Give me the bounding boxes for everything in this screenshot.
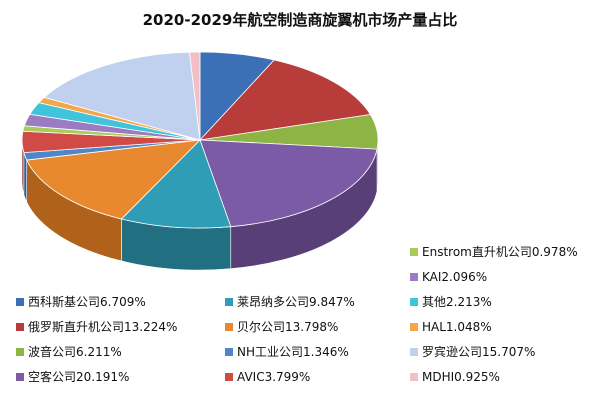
legend-swatch bbox=[410, 373, 418, 381]
pie-slice-item bbox=[199, 139, 378, 228]
legend-swatch bbox=[410, 248, 418, 256]
legend-label: 空客公司20.191% bbox=[28, 369, 129, 384]
legend-label: AVIC3.799% bbox=[237, 370, 310, 384]
legend-item-item: 罗宾逊公司15.707% bbox=[410, 344, 535, 359]
pie-slice-mdhi bbox=[189, 51, 201, 141]
legend-label: Enstrom直升机公司0.978% bbox=[422, 245, 578, 259]
legend-swatch bbox=[16, 348, 24, 356]
legend-swatch bbox=[225, 323, 233, 331]
legend-label: 西科斯基公司6.709% bbox=[28, 295, 146, 309]
legend-swatch bbox=[410, 298, 418, 306]
legend-item-enstrom: Enstrom直升机公司0.978% bbox=[410, 245, 578, 259]
legend: Enstrom直升机公司0.978% KAI2.096% 西科斯基公司6.709% 莱… bbox=[16, 245, 578, 384]
legend-item-hal: HAL1.048% bbox=[410, 320, 492, 334]
legend-item-item: 其他2.213% bbox=[410, 295, 492, 309]
legend-label: NH工业公司1.346% bbox=[237, 345, 349, 359]
legend-label: 莱昂纳多公司9.847% bbox=[237, 295, 355, 309]
legend-label: 波音公司6.211% bbox=[28, 344, 122, 359]
legend-item-item: 空客公司20.191% bbox=[16, 369, 129, 384]
legend-swatch bbox=[225, 348, 233, 356]
legend-item-avic: AVIC3.799% bbox=[225, 370, 310, 384]
legend-swatch bbox=[225, 298, 233, 306]
legend-label: KAI2.096% bbox=[422, 270, 487, 284]
legend-label: 贝尔公司13.798% bbox=[237, 319, 338, 334]
legend-label: 罗宾逊公司15.707% bbox=[422, 344, 535, 359]
legend-item-item: 波音公司6.211% bbox=[16, 344, 122, 359]
legend-label: MDHI0.925% bbox=[422, 370, 500, 384]
pie-slice-item bbox=[198, 59, 372, 141]
legend-item-item: 西科斯基公司6.709% bbox=[16, 295, 146, 309]
legend-swatch bbox=[410, 273, 418, 281]
pie-slice-item bbox=[26, 139, 202, 220]
legend-label: 俄罗斯直升机公司13.224% bbox=[28, 320, 177, 334]
pie-sides bbox=[21, 139, 379, 271]
legend-swatch bbox=[410, 348, 418, 356]
legend-item-item: 莱昂纳多公司9.847% bbox=[225, 295, 355, 309]
pie-slices bbox=[21, 51, 379, 229]
legend-item-kai: KAI2.096% bbox=[410, 270, 487, 284]
legend-swatch bbox=[16, 298, 24, 306]
pie-slice-item bbox=[120, 139, 232, 229]
legend-swatch bbox=[410, 323, 418, 331]
legend-item-item: 贝尔公司13.798% bbox=[225, 319, 338, 334]
legend-swatch bbox=[16, 323, 24, 331]
legend-label: 其他2.213% bbox=[422, 295, 492, 309]
legend-swatch bbox=[16, 373, 24, 381]
legend-item-item: 俄罗斯直升机公司13.224% bbox=[16, 320, 177, 334]
legend-swatch bbox=[225, 373, 233, 381]
chart-title: 2020-2029年航空制造商旋翼机市场产量占比 bbox=[143, 11, 458, 29]
legend-item-mdhi: MDHI0.925% bbox=[410, 370, 500, 384]
pie-slice-item bbox=[43, 51, 201, 141]
legend-item-nh: NH工业公司1.346% bbox=[225, 345, 349, 359]
legend-label: HAL1.048% bbox=[422, 320, 492, 334]
